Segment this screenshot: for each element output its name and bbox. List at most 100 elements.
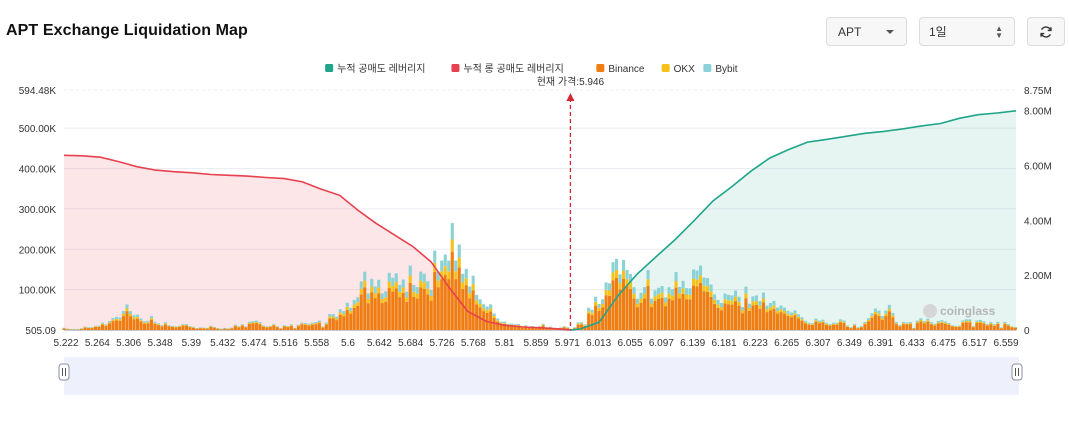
bar-binance xyxy=(873,314,877,330)
bar-bybit xyxy=(520,326,524,328)
bar-binance xyxy=(674,287,678,330)
y-right-tick-label: 8.75M xyxy=(1024,86,1052,97)
y-right-tick-label: 0 xyxy=(1024,326,1030,337)
bar-okx xyxy=(678,293,682,299)
bar-bybit xyxy=(950,325,954,326)
bar-binance xyxy=(898,326,902,330)
bar-okx xyxy=(177,326,181,327)
bar-bybit xyxy=(100,322,104,324)
bar-okx xyxy=(534,327,538,329)
bar-binance xyxy=(79,328,83,330)
bar-binance xyxy=(720,310,724,330)
bar-binance xyxy=(943,323,947,330)
bar-okx xyxy=(265,326,269,328)
bar-okx xyxy=(852,324,856,326)
bar-okx xyxy=(335,318,339,321)
bar-okx xyxy=(454,271,458,280)
bar-okx xyxy=(174,326,178,328)
x-tick-label: 6.433 xyxy=(899,338,924,349)
slider-handle-left[interactable] xyxy=(58,363,70,381)
bar-okx xyxy=(562,326,566,328)
bar-binance xyxy=(391,291,395,330)
bar-okx xyxy=(377,287,381,294)
bar-bybit xyxy=(314,322,318,324)
bar-okx xyxy=(859,326,863,328)
bar-bybit xyxy=(177,325,181,327)
bar-binance xyxy=(989,324,993,330)
bar-okx xyxy=(919,320,923,322)
bar-bybit xyxy=(268,325,272,327)
x-tick-label: 6.265 xyxy=(774,338,799,349)
bar-okx xyxy=(261,326,265,327)
bar-okx xyxy=(373,293,377,299)
bar-binance xyxy=(922,323,926,330)
x-tick-label: 6.139 xyxy=(680,338,705,349)
bar-okx xyxy=(142,322,146,324)
bar-okx xyxy=(761,298,765,303)
page-title: APT Exchange Liquidation Map xyxy=(6,22,248,39)
bar-okx xyxy=(76,329,80,330)
bar-binance xyxy=(412,297,416,330)
bar-bybit xyxy=(555,328,559,329)
watermark: coinglass xyxy=(923,304,996,318)
bar-binance xyxy=(852,325,856,330)
bar-okx xyxy=(275,326,279,328)
bar-bybit xyxy=(1013,326,1017,328)
x-tick-label: 6.559 xyxy=(993,338,1018,349)
bar-binance xyxy=(492,317,496,330)
bar-binance xyxy=(541,325,545,330)
bar-binance xyxy=(545,328,549,330)
refresh-button[interactable] xyxy=(1027,17,1065,46)
bar-bybit xyxy=(999,327,1003,329)
chart-legend: 누적 공매도 레버리지 누적 롱 공매도 레버리지 Binance OKX Bybit xyxy=(325,63,738,75)
bar-bybit xyxy=(128,311,132,314)
bar-okx xyxy=(779,309,783,313)
slider-handle-right[interactable] xyxy=(1011,363,1023,381)
bar-bybit xyxy=(492,313,496,316)
bar-binance xyxy=(548,327,552,330)
bar-bybit xyxy=(184,324,188,325)
cumulative-area xyxy=(64,155,571,330)
bar-okx xyxy=(573,327,577,329)
bar-bybit xyxy=(723,293,727,300)
bar-binance xyxy=(671,300,675,330)
bar-binance xyxy=(303,324,307,330)
bar-okx xyxy=(636,303,640,308)
bar-bybit xyxy=(240,324,244,325)
bar-binance xyxy=(985,325,989,330)
refresh-icon xyxy=(1040,25,1052,38)
bar-bybit xyxy=(912,327,916,329)
bar-bybit xyxy=(349,307,353,312)
bar-binance xyxy=(93,326,97,330)
bar-bybit xyxy=(737,296,741,302)
bar-okx xyxy=(499,322,503,324)
bar-binance xyxy=(90,327,94,330)
bar-binance xyxy=(310,324,314,330)
bar-bybit xyxy=(384,291,388,298)
symbol-select[interactable]: APT xyxy=(826,17,907,46)
bar-bybit xyxy=(111,317,115,320)
bar-bybit xyxy=(506,323,510,325)
bar-binance xyxy=(191,327,195,330)
bar-binance xyxy=(202,328,206,330)
bar-bybit xyxy=(775,307,779,311)
bar-binance xyxy=(506,325,510,330)
time-range-select[interactable]: 1일 ▲ ▼ xyxy=(919,17,1015,46)
bar-binance xyxy=(629,288,633,330)
bar-binance xyxy=(125,311,129,330)
bar-okx xyxy=(303,324,307,325)
bar-bybit xyxy=(317,320,321,323)
bar-binance xyxy=(741,313,745,330)
bar-bybit xyxy=(789,312,793,316)
bar-binance xyxy=(1006,325,1010,330)
bar-bybit xyxy=(880,316,884,319)
bar-okx xyxy=(216,328,220,329)
bar-bybit xyxy=(873,308,877,312)
bar-bybit xyxy=(471,275,475,285)
bar-binance xyxy=(849,327,853,330)
bar-bybit xyxy=(443,254,447,267)
bar-okx xyxy=(646,279,650,286)
bar-bybit xyxy=(639,292,643,299)
bar-binance xyxy=(604,295,608,330)
x-tick-label: 5.642 xyxy=(367,338,392,349)
